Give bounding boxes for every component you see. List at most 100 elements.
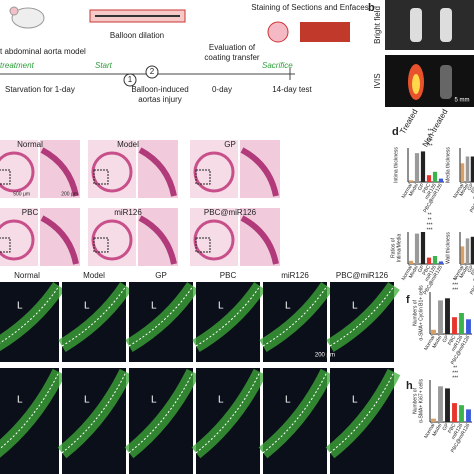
wall-boundary [128, 285, 194, 347]
x-tick-label: PBC [422, 182, 433, 194]
vessel-outline [91, 151, 133, 193]
group-label: GP [224, 140, 236, 149]
bar [465, 156, 470, 182]
vessel-wall [240, 147, 279, 197]
timeline-label: Start [95, 61, 113, 70]
scale-label: 5 mm [455, 98, 470, 104]
evaluation-label: Evaluation of [209, 43, 256, 52]
vessel-wall [138, 215, 177, 265]
significance: *** [452, 287, 458, 293]
column-label: Treated [398, 108, 419, 136]
lumen-label: L [285, 301, 291, 312]
significance: ** [453, 277, 457, 283]
timeline-label: aortas injury [138, 95, 182, 104]
group-label: PBC [22, 208, 39, 217]
wall-boundary [128, 371, 194, 454]
evaluation-label: coating transfer [204, 53, 259, 62]
wall-boundary [329, 371, 395, 454]
bar [414, 153, 420, 182]
timeline-label: Sacrifice [262, 61, 293, 70]
zoom-box [0, 237, 11, 253]
bar [466, 319, 471, 334]
axis-title: α-SMA+ Cyclin B1+ cells [418, 285, 424, 341]
panel-b-images [385, 0, 474, 107]
panel-letter: b [368, 2, 375, 14]
vessel-wall [138, 147, 177, 197]
wall-boundary [61, 285, 127, 347]
lumen-label: L [84, 301, 90, 312]
bar [414, 233, 420, 264]
histology-image [88, 208, 136, 266]
scale-label: 500 μm [13, 191, 30, 197]
panel-letter: h [406, 380, 413, 392]
vessel-outline [193, 151, 235, 193]
timeline-label: Balloon-induced [131, 85, 188, 94]
axis-title: α-SMA+ Ki67+ cells [418, 378, 424, 423]
bar [459, 405, 464, 422]
significance: *** [427, 138, 433, 144]
row-label: IVIS [373, 73, 382, 88]
bar [438, 178, 444, 182]
bar [431, 329, 436, 334]
bar [452, 403, 457, 422]
histology-image [190, 140, 238, 198]
lumen-label: L [84, 394, 90, 405]
x-tick-label: GP [442, 422, 451, 432]
x-tick-label: GP [417, 182, 426, 192]
group-label: Normal [14, 271, 40, 280]
lumen-label: L [218, 394, 224, 405]
bar [408, 260, 414, 264]
vessel-wall [40, 147, 79, 197]
row-label: Bright field [373, 6, 382, 44]
significance: *** [427, 222, 433, 228]
panel-letter: f [406, 294, 410, 306]
wall-boundary [195, 285, 261, 347]
group-label: PBC [220, 271, 237, 280]
wall-boundary [0, 371, 60, 450]
bar [466, 409, 471, 422]
x-tick-label: GP [442, 334, 451, 344]
lumen-label: L [352, 394, 358, 405]
step-number: 1 [128, 75, 133, 84]
model-label: t abdominal aorta model [0, 47, 86, 56]
x-tick-label: PBC [447, 422, 458, 434]
vessel-wall [240, 215, 279, 265]
significance: *** [452, 370, 458, 376]
group-label: miR126 [281, 271, 309, 280]
significance: *** [427, 143, 433, 149]
bar [420, 151, 426, 182]
bar [431, 418, 436, 422]
zoom-box [195, 237, 211, 253]
axis-title: Numbers of [412, 299, 418, 325]
histology-image [190, 208, 238, 266]
x-tick-label: PBC [470, 264, 474, 276]
group-label: GP [155, 271, 167, 280]
significance: ** [428, 128, 432, 134]
bar [460, 246, 465, 264]
group-label: PBC@miR126 [336, 271, 389, 280]
group-label: miR126 [114, 208, 142, 217]
zoom-box [195, 169, 211, 185]
vessel-outline [0, 151, 35, 193]
x-tick-label: PBC [470, 182, 474, 194]
significance: *** [452, 375, 458, 381]
bar [459, 313, 464, 334]
bar [460, 163, 465, 182]
vessel-wall [40, 215, 79, 265]
vessel-outline [91, 219, 133, 261]
step-number: 2 [150, 67, 155, 76]
significance: *** [452, 282, 458, 288]
timeline-label: Starvation for 1-day [5, 85, 75, 94]
significance: ** [428, 212, 432, 218]
bar [470, 156, 474, 182]
significance: *** [427, 227, 433, 233]
histology-image [88, 140, 136, 198]
lumen-label: L [151, 301, 157, 312]
lumen-label: L [285, 394, 291, 405]
bar [426, 175, 432, 182]
lumen-label: L [352, 301, 358, 312]
axis-title: Wall thickness [445, 232, 451, 264]
bar [452, 317, 457, 334]
bar [438, 300, 443, 334]
group-label: Model [83, 271, 105, 280]
